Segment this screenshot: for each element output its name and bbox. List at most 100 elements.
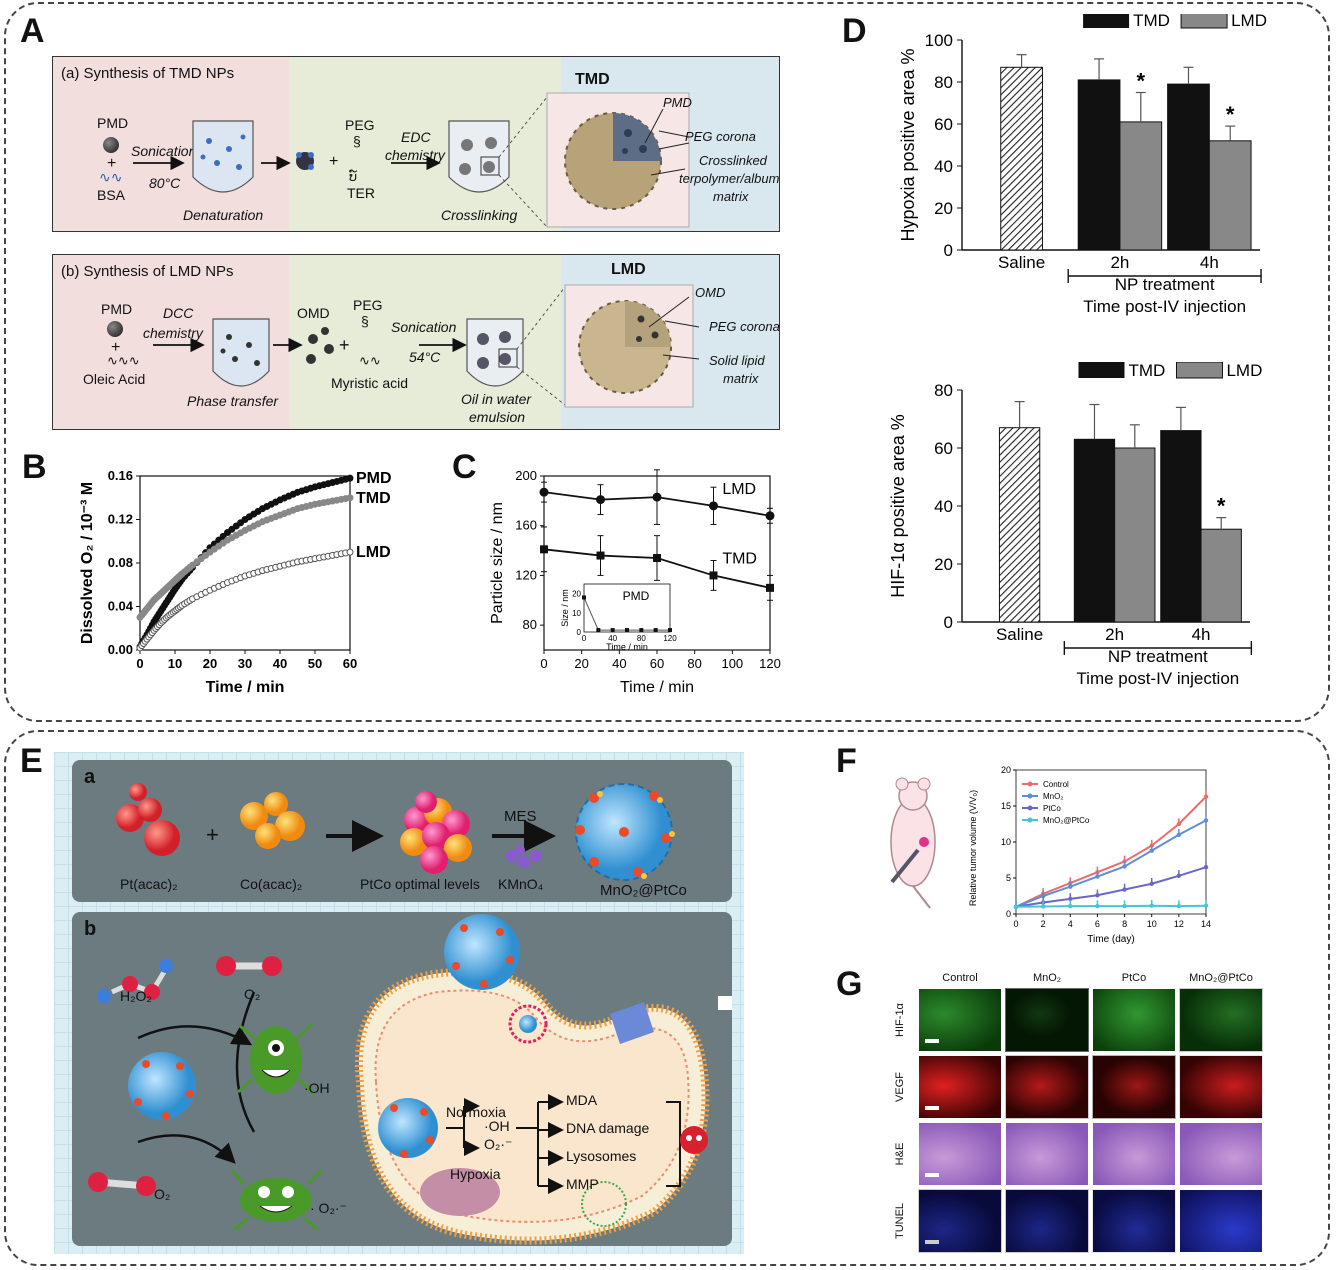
series-point-pmd	[346, 474, 354, 482]
oh-radical-label: ·OH	[304, 1080, 330, 1096]
bar-tmd-2h	[1073, 438, 1116, 623]
ter-icon: ບ໌	[349, 169, 358, 184]
x-tick-label: 120	[759, 656, 781, 671]
series-point-tmd	[346, 494, 354, 502]
y-tick-label: 0.08	[108, 555, 133, 570]
emulsion-label-2: emulsion	[469, 409, 526, 425]
x-tick-label: 10	[1147, 919, 1157, 929]
inset-y-tick-label: 10	[572, 609, 581, 618]
micrograph-cell	[918, 1122, 1002, 1186]
inset-x-tick-label: 0	[582, 634, 587, 643]
x-tick-label: 60	[343, 656, 357, 671]
y-tick-label: 0.12	[108, 512, 133, 527]
series-point	[1176, 903, 1182, 909]
series-line	[1015, 819, 1207, 908]
y-axis-label: Hypoxia positive area %	[898, 48, 918, 241]
y-axis-label: Particle size / nm	[489, 502, 506, 624]
y-tick-label: 0.04	[108, 599, 134, 614]
series-line	[1015, 904, 1207, 908]
bar-saline-saline	[998, 427, 1041, 623]
data-point-tmd	[709, 571, 718, 580]
y-tick-label: 160	[515, 518, 537, 533]
y-tick-label: 80	[934, 381, 953, 400]
scheme-tmd-synthesis: (a) Synthesis of TMD NPs PMD + ∿∿ BSA So…	[52, 56, 780, 232]
y-axis-label: Dissolved O₂ / 10⁻³ M	[79, 482, 96, 644]
data-point-lmd	[596, 495, 605, 505]
legend-label-lmd: LMD	[1231, 14, 1267, 30]
y-tick-label: 0	[944, 613, 953, 632]
data-point-lmd	[539, 487, 549, 497]
scale-bar	[925, 1173, 939, 1177]
hypoxia-label: Hypoxia	[450, 1166, 501, 1182]
cell-o2-label: O₂·⁻	[484, 1136, 513, 1152]
micrograph-cell	[918, 988, 1002, 1052]
chart-d-hypoxia: 0 20 40 60 80 100 Hypoxia positive area % Salin…	[898, 14, 1267, 316]
scheme-e-graphics	[88, 783, 732, 1245]
scheme-b-graphics	[153, 284, 700, 408]
co-acac-label: Co(acac)₂	[240, 876, 303, 892]
legend-marker	[1027, 781, 1033, 787]
pmd-particle-icon-b	[107, 321, 123, 337]
emulsion-label-1: Oil in water	[461, 391, 532, 407]
dna-damage-label: DNA damage	[566, 1120, 650, 1136]
y-tick-label: 60	[934, 115, 953, 134]
bsa-label: BSA	[97, 187, 126, 203]
micrograph-cell	[1092, 988, 1176, 1052]
legend-label: Control	[1043, 780, 1069, 789]
series-label-tmd: TMD	[356, 490, 391, 507]
legend-label-tmd: TMD	[1133, 14, 1170, 30]
row-label: TUNEL	[894, 1202, 906, 1240]
lmd-matrix-label-2: matrix	[723, 371, 759, 386]
bar-tmd-4h	[1160, 430, 1202, 623]
micrograph-cell	[1179, 1122, 1263, 1186]
denaturation-label: Denaturation	[183, 207, 264, 223]
micrograph-cell	[1092, 1189, 1176, 1253]
x-tick-label: 0	[136, 656, 143, 671]
y-tick-label: 10	[1001, 837, 1011, 847]
bottom-dashed-frame	[4, 730, 1330, 1266]
plus-sign-b2: +	[339, 335, 350, 355]
bsa-icon: ∿∿	[99, 169, 123, 185]
x-tick-label: 100	[721, 656, 743, 671]
ter-label: TER	[347, 185, 375, 201]
category-label-4h: 4h	[1200, 253, 1219, 272]
x-tick-label: 6	[1095, 919, 1100, 929]
legend-swatch-lmd	[1180, 14, 1228, 29]
inset-point	[610, 628, 615, 633]
x-tick-label: 30	[238, 656, 252, 671]
tmd-title: TMD	[575, 71, 610, 88]
panel-label-c: C	[452, 448, 477, 486]
omd-label: OMD	[297, 305, 330, 321]
mda-label: MDA	[566, 1092, 598, 1108]
x-tick-label: 20	[203, 656, 217, 671]
x-tick-label: 8	[1122, 919, 1127, 929]
scheme-a-graphics	[133, 92, 690, 228]
micrograph-cell	[1179, 988, 1263, 1052]
inset-y-tick-label: 0	[577, 628, 582, 637]
legend-marker	[1027, 817, 1033, 823]
o2-label-top: O₂	[244, 986, 261, 1002]
scheme-e-label-a: a	[84, 766, 96, 788]
pmd-particle-icon	[103, 137, 119, 153]
micrograph-cell	[1005, 1122, 1089, 1186]
series-label-tmd: TMD	[722, 550, 757, 567]
row-label: H&E	[894, 1142, 906, 1166]
y-tick-label: 200	[515, 468, 537, 483]
dcc-label-1: DCC	[163, 305, 194, 321]
oleic-label: Oleic Acid	[83, 371, 146, 387]
significance-star: *	[1137, 69, 1146, 94]
series-label-pmd: PMD	[356, 470, 392, 487]
tmd-matrix-label-1: Crosslinked	[699, 153, 767, 168]
dcc-label-2: chemistry	[143, 325, 203, 341]
lmd-omd-label: OMD	[695, 285, 726, 300]
pt-acac-label: Pt(acac)₂	[120, 876, 178, 892]
y-tick-label: 0.16	[108, 468, 133, 483]
crosslinking-label: Crosslinking	[441, 207, 518, 223]
group-label: NP treatment	[1108, 647, 1208, 666]
bar-tmd-4h	[1167, 83, 1210, 251]
y-tick-label: 120	[515, 567, 537, 582]
series-point-lmd	[346, 548, 354, 556]
y-tick-label: 5	[1006, 873, 1011, 883]
scale-bar	[925, 1240, 939, 1244]
